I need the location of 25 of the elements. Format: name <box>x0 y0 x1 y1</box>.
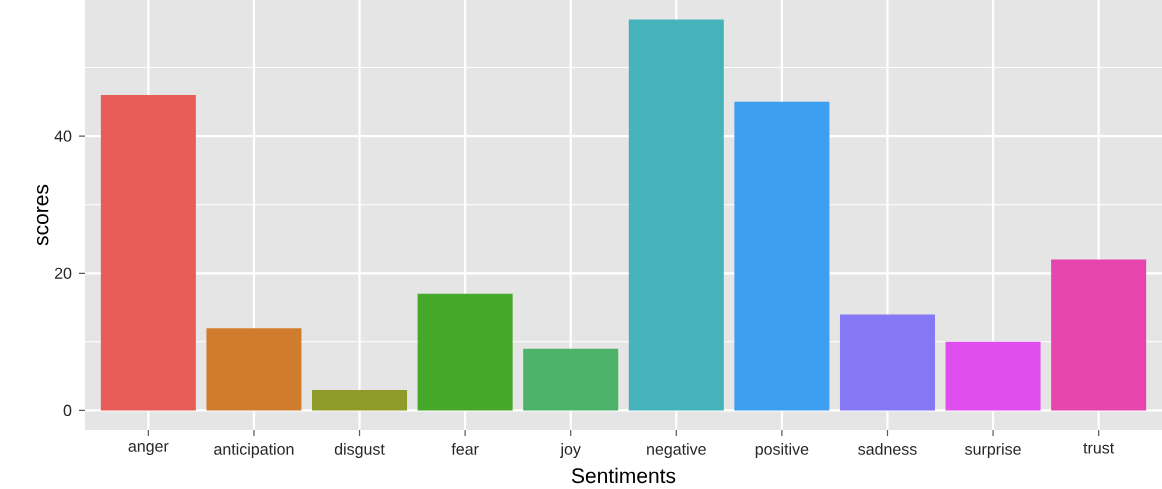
y-tick-label: 20 <box>54 267 72 279</box>
bar <box>100 94 196 411</box>
bar <box>417 293 513 411</box>
x-tick-label: negative <box>647 443 706 458</box>
bar <box>628 19 724 411</box>
x-tick-label: surprise <box>965 443 1021 458</box>
x-tick-label: joy <box>560 443 581 458</box>
x-tick-label: anger <box>128 443 169 455</box>
y-tick-label: 0 <box>63 404 72 417</box>
x-tick-label: sadness <box>858 443 917 455</box>
y-axis-title: scores <box>36 184 49 246</box>
bar <box>206 328 302 411</box>
x-tick-label: fear <box>451 443 479 455</box>
bar <box>312 389 408 411</box>
bar <box>734 101 830 411</box>
bar <box>1051 259 1147 411</box>
x-tick-label: disgust <box>334 443 385 458</box>
x-axis-title: Sentiments <box>571 467 676 484</box>
x-tick-label: trust <box>1083 443 1115 454</box>
bar <box>839 314 935 411</box>
x-tick-label: anticipation <box>214 443 294 458</box>
y-tick-label: 40 <box>54 130 72 142</box>
x-tick-label: positive <box>755 443 809 458</box>
bar <box>945 341 1041 411</box>
bar <box>523 348 619 411</box>
